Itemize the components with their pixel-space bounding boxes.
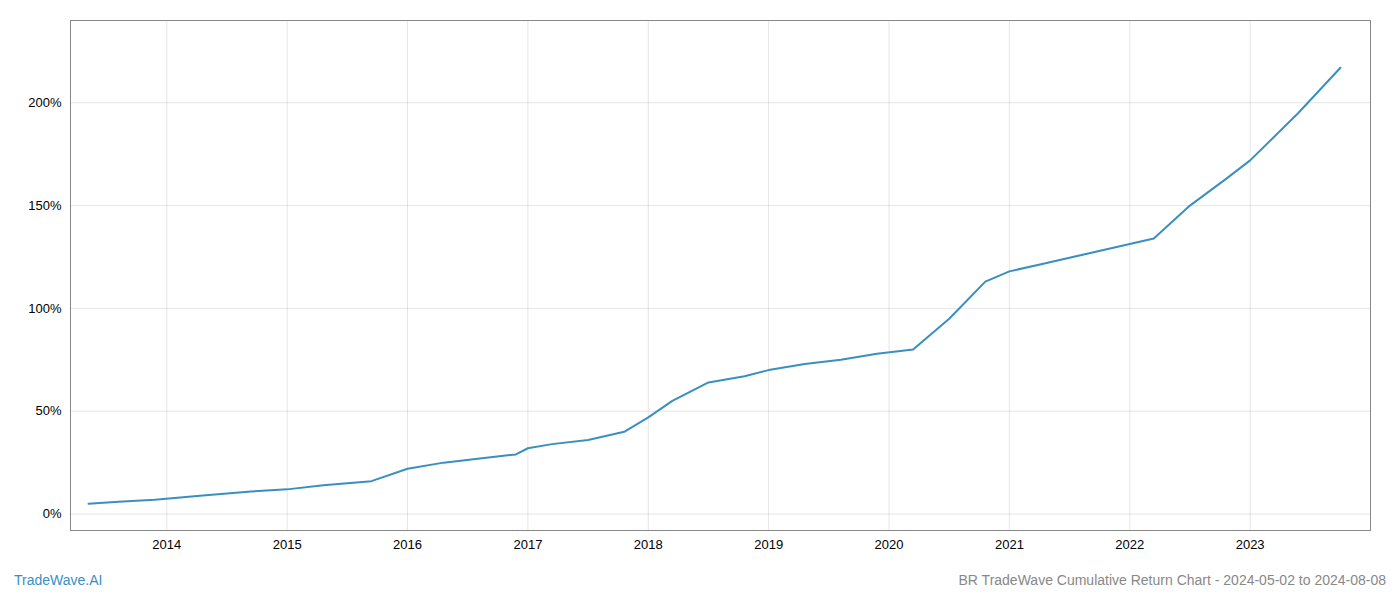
svg-text:2017: 2017 xyxy=(513,537,542,552)
svg-text:100%: 100% xyxy=(28,301,62,316)
svg-text:2016: 2016 xyxy=(393,537,422,552)
html-text:TradeWave.AI: TradeWave.AI xyxy=(14,572,103,588)
svg-text:2023: 2023 xyxy=(1236,537,1265,552)
svg-text:2020: 2020 xyxy=(875,537,904,552)
svg-text:2019: 2019 xyxy=(754,537,783,552)
svg-text:2015: 2015 xyxy=(273,537,302,552)
svg-text:50%: 50% xyxy=(35,403,61,418)
html-text:BR TradeWave Cumulative Return: BR TradeWave Cumulative Return Chart - 2… xyxy=(958,572,1386,588)
svg-text:2014: 2014 xyxy=(152,537,181,552)
svg-text:0%: 0% xyxy=(43,506,62,521)
svg-text:150%: 150% xyxy=(28,198,62,213)
svg-text:2018: 2018 xyxy=(634,537,663,552)
svg-text:200%: 200% xyxy=(28,95,62,110)
svg-text:2022: 2022 xyxy=(1115,537,1144,552)
svg-text:2021: 2021 xyxy=(995,537,1024,552)
